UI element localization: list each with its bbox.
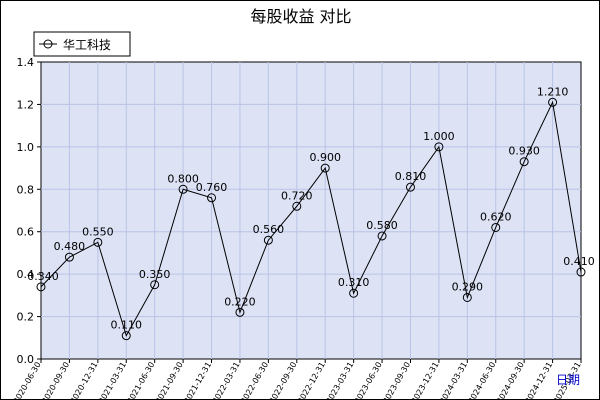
y-tick-label: 1.4 — [17, 56, 35, 69]
chart-title: 每股收益 对比 — [250, 7, 351, 26]
grid-lines — [41, 62, 581, 359]
series-line — [40, 100, 582, 337]
data-label: 0.810 — [395, 170, 427, 183]
x-tick-label: 2024-03-31 — [438, 361, 469, 400]
data-label: 0.110 — [111, 319, 143, 332]
data-point — [462, 292, 472, 302]
data-point — [519, 157, 529, 167]
y-tick-label: 0.4 — [17, 268, 35, 281]
data-point — [576, 267, 586, 277]
legend-entry: 华工科技 — [63, 38, 111, 52]
x-tick-label: 2021-12-31 — [182, 361, 213, 400]
data-point — [349, 288, 359, 298]
y-tick-label: 0.8 — [17, 183, 35, 196]
x-tick-label: 2024-06-30 — [466, 360, 497, 399]
data-label: 0.720 — [281, 189, 313, 202]
data-label: 0.410 — [563, 255, 595, 268]
y-tick-label: 0.6 — [17, 226, 35, 239]
data-label: 0.900 — [309, 151, 341, 164]
x-tick-label: 2021-09-30 — [154, 361, 185, 400]
data-label: 0.620 — [480, 210, 512, 223]
data-point — [121, 331, 131, 341]
data-point — [235, 307, 245, 317]
data-point — [548, 97, 558, 107]
x-tick-label: 2023-12-31 — [410, 361, 441, 400]
y-tick-label: 1.0 — [17, 141, 35, 154]
data-point — [178, 184, 188, 194]
x-axis: 2020-06-302020-09-302020-12-312021-03-31… — [12, 359, 583, 399]
x-tick-label: 2020-06-30 — [12, 361, 43, 400]
data-point — [405, 182, 415, 192]
data-point — [93, 237, 103, 247]
data-label: 0.930 — [508, 145, 540, 158]
data-label: 0.350 — [139, 268, 171, 281]
data-point — [207, 193, 217, 203]
x-tick-label: 2020-12-31 — [69, 361, 100, 400]
plot-area — [40, 61, 582, 360]
x-tick-label: 2024-09-30 — [495, 361, 526, 400]
data-label: 0.480 — [54, 240, 86, 253]
data-point — [377, 231, 387, 241]
data-label: 0.310 — [338, 276, 370, 289]
data-label: 0.760 — [196, 181, 228, 194]
x-tick-label: 2023-06-30 — [353, 361, 384, 400]
data-point — [263, 235, 273, 245]
data-point — [434, 142, 444, 152]
y-axis: 0.0 0.2 0.4 0.6 0.8 1.0 1.2 1.4 — [17, 56, 41, 366]
x-tick-label: 2020-09-30 — [40, 361, 71, 400]
legend-marker-icon — [43, 39, 53, 49]
x-tick-label: 2021-03-31 — [97, 361, 128, 400]
data-label: 0.340 — [27, 270, 59, 283]
x-tick-label: 2022-03-31 — [211, 361, 242, 400]
data-point — [64, 252, 74, 262]
data-label: 0.580 — [366, 219, 398, 232]
data-point — [292, 201, 302, 211]
x-tick-label: 2022-06-30 — [239, 361, 270, 400]
y-tick-label: 0.2 — [17, 311, 35, 324]
x-tick-label: 2021-06-30 — [125, 361, 156, 400]
data-label: 1.210 — [537, 85, 569, 98]
x-tick-label: 2022-09-30 — [267, 361, 298, 400]
legend: 华工科技 — [33, 31, 131, 57]
data-label: 0.560 — [253, 223, 285, 236]
data-label: 1.000 — [423, 130, 455, 143]
data-label: 0.290 — [452, 280, 484, 293]
data-point — [150, 280, 160, 290]
data-label: 0.800 — [167, 172, 199, 185]
y-tick-label: 0.0 — [17, 353, 35, 366]
data-label: 0.550 — [82, 225, 114, 238]
x-axis-label: 日期 — [556, 373, 580, 387]
x-tick-label: 2023-03-31 — [324, 361, 355, 400]
data-point — [36, 282, 46, 292]
y-tick-label: 1.2 — [17, 98, 35, 111]
x-tick-label: 2023-09-30 — [381, 361, 412, 400]
data-point — [491, 222, 501, 232]
x-tick-label: 2022-12-31 — [296, 361, 327, 400]
x-tick-label: 2024-12-31 — [523, 361, 554, 400]
data-label: 0.220 — [224, 295, 256, 308]
data-point — [320, 163, 330, 173]
